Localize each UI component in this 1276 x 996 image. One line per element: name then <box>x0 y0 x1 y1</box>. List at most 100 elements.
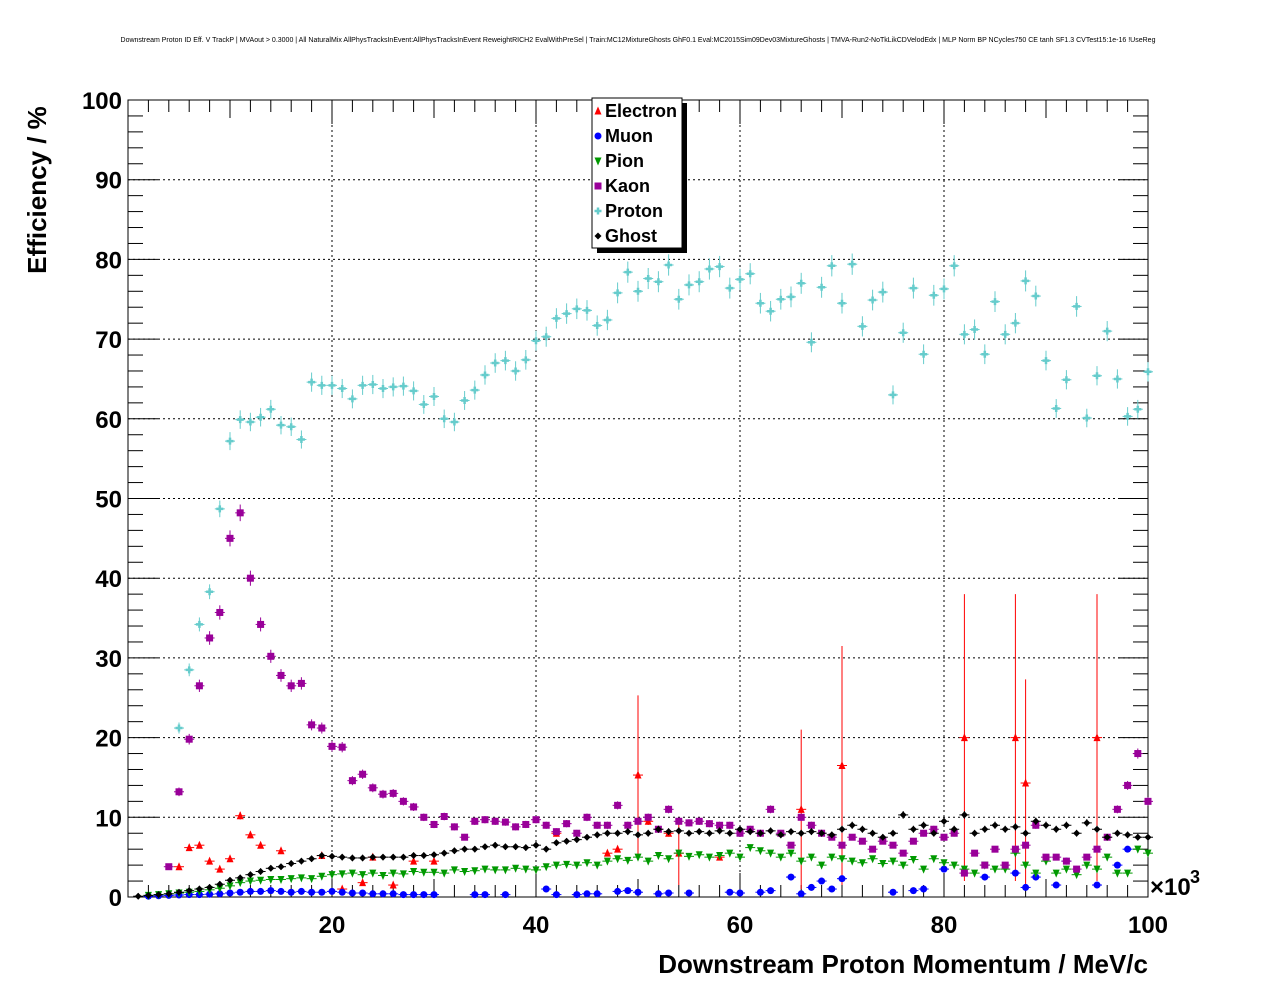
ghost-point <box>1103 833 1111 841</box>
muon-point <box>471 891 479 899</box>
pion-point <box>869 855 877 864</box>
pion-point <box>512 864 520 873</box>
kaon-point <box>675 817 683 825</box>
ghost-point <box>603 829 611 837</box>
ghost-point <box>522 844 530 852</box>
kaon-point <box>767 805 775 813</box>
kaon-point <box>685 819 693 827</box>
muon-point <box>573 891 581 899</box>
proton-point <box>603 316 611 324</box>
pion-point <box>848 857 856 866</box>
proton-point <box>777 295 785 303</box>
ghost-point <box>991 821 999 829</box>
pion-point <box>695 851 703 860</box>
kaon-point <box>960 869 968 877</box>
proton-point <box>736 275 744 283</box>
ghost-point <box>1062 821 1070 829</box>
pion-point <box>338 870 346 879</box>
ghost-point <box>767 827 775 835</box>
proton-point <box>746 270 754 278</box>
muon-point <box>318 888 326 896</box>
ghost-point <box>369 853 377 861</box>
pion-point <box>828 853 836 862</box>
pion-point <box>501 866 509 875</box>
ghost-point <box>1052 825 1060 833</box>
pion-point <box>807 853 815 862</box>
electron-point <box>195 840 203 849</box>
muon-point <box>359 889 367 897</box>
legend-label-ghost: Ghost <box>605 226 657 246</box>
proton-point <box>1001 330 1009 338</box>
electron-point <box>257 840 265 849</box>
ghost-point <box>481 843 489 851</box>
proton-point <box>960 330 968 338</box>
x-multiplier: ×10 3 <box>1150 867 1200 901</box>
muon-point <box>430 891 438 899</box>
muon-point <box>807 883 815 891</box>
proton-point <box>308 378 316 386</box>
muon-point <box>838 875 846 883</box>
pion-point <box>287 875 295 884</box>
proton-point <box>440 415 448 423</box>
legend-item-electron: Electron <box>594 101 677 121</box>
ghost-point <box>736 825 744 833</box>
y-tick-label: 90 <box>95 168 122 195</box>
ghost-point <box>705 829 713 837</box>
kaon-point <box>481 816 489 824</box>
pion-point <box>777 853 785 862</box>
ghost-point <box>410 852 418 860</box>
ghost-point <box>1144 833 1152 841</box>
kaon-point <box>1113 805 1121 813</box>
kaon-point <box>614 801 622 809</box>
pion-point <box>726 849 734 858</box>
pion-point <box>675 849 683 858</box>
ghost-point <box>828 831 836 839</box>
proton-point <box>644 275 652 283</box>
ghost-point <box>675 827 683 835</box>
pion-point <box>216 884 224 893</box>
proton-point <box>858 322 866 330</box>
ghost-point <box>1022 829 1030 837</box>
pion-point <box>399 870 407 879</box>
pion-point <box>430 868 438 877</box>
muon-point <box>654 890 662 898</box>
pion-point <box>1052 869 1060 878</box>
electron-point <box>1011 733 1019 742</box>
kaon-point <box>512 823 520 831</box>
muon-point <box>1124 845 1132 853</box>
electron-point <box>838 760 846 769</box>
pion-point <box>940 859 948 868</box>
proton-point <box>981 350 989 358</box>
y-axis-title: Efficiency / % <box>22 106 52 274</box>
series-proton <box>174 253 1153 734</box>
proton-point <box>685 281 693 289</box>
kaon-point <box>318 724 326 732</box>
muon-point <box>348 889 356 897</box>
proton-point <box>420 400 428 408</box>
ghost-point <box>450 847 458 855</box>
ghost-point <box>563 837 571 845</box>
pion-point <box>308 875 316 884</box>
muon-point <box>1113 861 1121 869</box>
electron-point <box>216 864 224 873</box>
proton-point <box>1042 357 1050 365</box>
ghost-point <box>756 829 764 837</box>
pion-point <box>1062 865 1070 874</box>
ghost-point <box>379 853 387 861</box>
kaon-point <box>879 837 887 845</box>
ghost-point <box>267 864 275 872</box>
pion-point <box>634 853 642 862</box>
pion-point <box>1083 861 1091 870</box>
ghost-point <box>593 831 601 839</box>
muon-point <box>685 889 693 897</box>
proton-point <box>287 423 295 431</box>
kaon-point <box>491 817 499 825</box>
ghost-point <box>1001 825 1009 833</box>
proton-point <box>899 329 907 337</box>
kaon-point <box>563 820 571 828</box>
muon-point <box>277 887 285 895</box>
ghost-point <box>654 825 662 833</box>
ghost-point <box>328 852 336 860</box>
x-tick-label: 40 <box>523 912 550 939</box>
kaon-point <box>267 652 275 660</box>
